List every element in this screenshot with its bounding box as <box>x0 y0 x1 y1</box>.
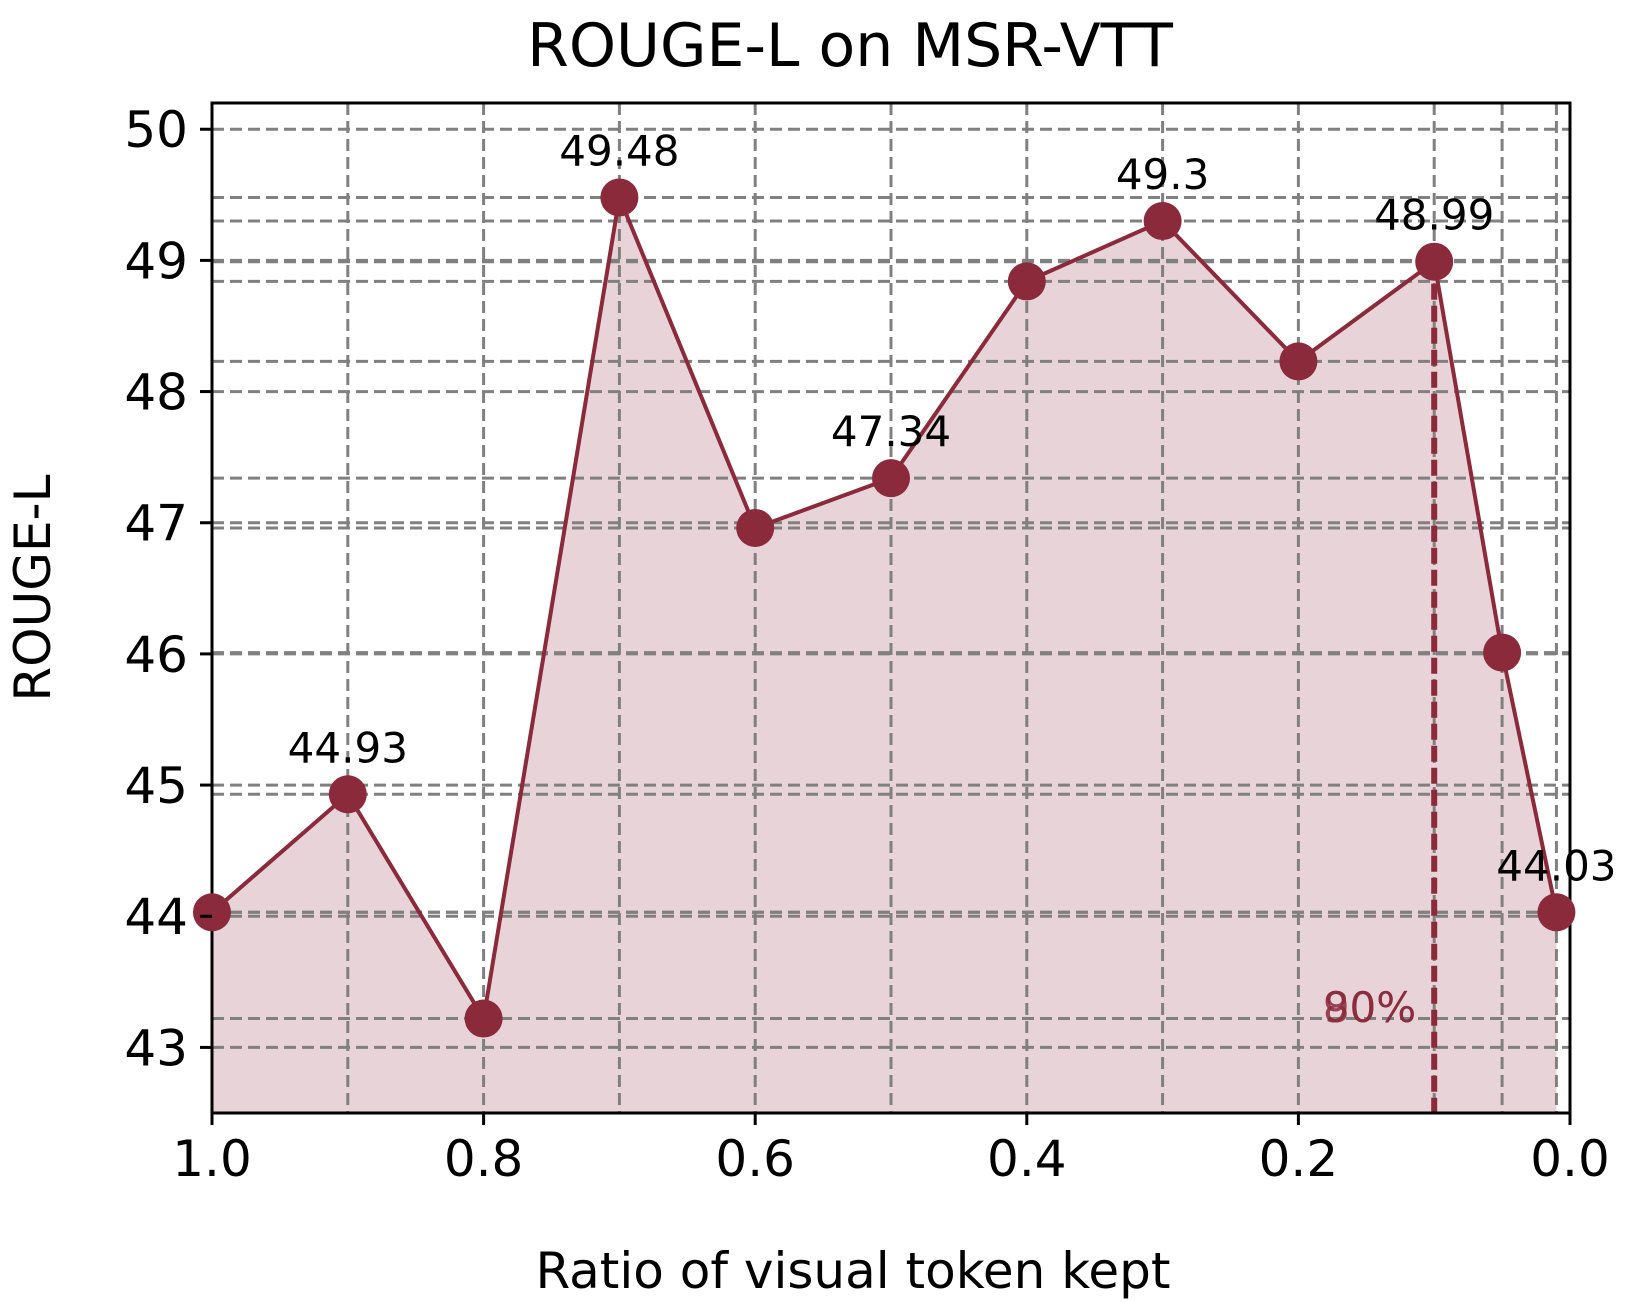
data-point <box>193 893 231 932</box>
chart-title: ROUGE-L on MSR-VTT <box>527 11 1173 81</box>
plot-area: 80%90% 44.93 49.48 47.34 49.3 48.99 44.03 1.0 0.… <box>124 101 1616 1188</box>
y-axis-label: ROUGE-L <box>4 474 62 701</box>
y-tick-label: 49 <box>124 232 188 290</box>
marker-overlap-label: 80% <box>1323 983 1416 1032</box>
data-point <box>600 178 639 217</box>
y-tick-label: 47 <box>124 495 188 553</box>
x-tick-label: 0.0 <box>1530 1130 1610 1188</box>
x-tick-label: 0.2 <box>1259 1130 1339 1188</box>
y-tick-label: 43 <box>124 1019 188 1077</box>
data-label: 47.34 <box>831 407 951 456</box>
data-label: 44.03 <box>1496 841 1616 890</box>
series-line <box>210 190 1559 1025</box>
y-tick-label: 50 <box>124 101 188 159</box>
data-point <box>1279 342 1318 381</box>
data-label: 49.3 <box>1116 150 1210 199</box>
x-axis-label: Ratio of visual token kept <box>536 1242 1171 1300</box>
data-label: 49.48 <box>559 126 679 175</box>
data-label: 44.93 <box>288 723 408 772</box>
y-tick-label: 45 <box>124 757 188 815</box>
data-point <box>328 775 367 814</box>
data-point <box>464 999 503 1038</box>
x-tick-label: 0.4 <box>987 1130 1067 1188</box>
data-point <box>1007 262 1046 301</box>
data-point <box>1143 202 1182 241</box>
data-label: 48.99 <box>1374 191 1494 240</box>
axes-frame <box>210 101 1572 1115</box>
data-point <box>736 508 775 547</box>
data-point <box>1537 893 1576 932</box>
x-tick-label: 0.8 <box>444 1130 524 1188</box>
y-tick-label: 44 <box>124 888 188 946</box>
marker-label: 90% <box>1323 983 1416 1032</box>
data-point <box>872 459 910 498</box>
data-point <box>1415 242 1454 281</box>
y-tick-label: 48 <box>124 364 188 422</box>
data-point <box>1483 633 1522 672</box>
x-tick-label: 1.0 <box>172 1130 252 1188</box>
y-tick-label: 46 <box>124 626 188 684</box>
x-tick-label: 0.6 <box>715 1130 795 1188</box>
